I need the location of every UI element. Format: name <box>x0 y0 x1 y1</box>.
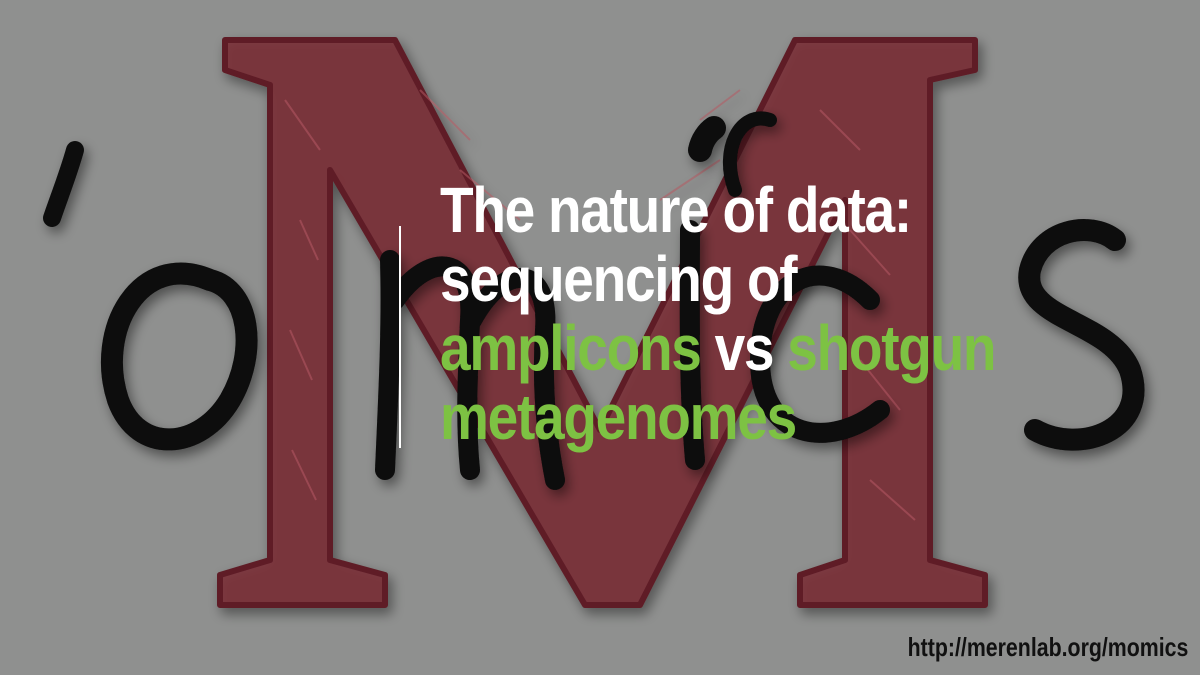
title-line-1: The nature of data: <box>440 174 912 246</box>
vertical-divider <box>399 226 401 448</box>
footer-url: http://merenlab.org/momics <box>907 632 1188 662</box>
slide-title: The nature of data: sequencing of amplic… <box>440 176 1076 452</box>
title-shotgun: shotgun <box>787 312 996 384</box>
omics-handwritten-letters <box>43 111 1145 490</box>
title-line-2: sequencing of <box>440 243 798 315</box>
title-line-4: metagenomes <box>440 381 797 453</box>
title-amplicons: amplicons <box>440 312 702 384</box>
title-line-3: amplicons vs shotgun <box>440 314 1076 383</box>
title-vs: vs <box>700 312 788 384</box>
maroon-m-letter <box>217 37 988 608</box>
